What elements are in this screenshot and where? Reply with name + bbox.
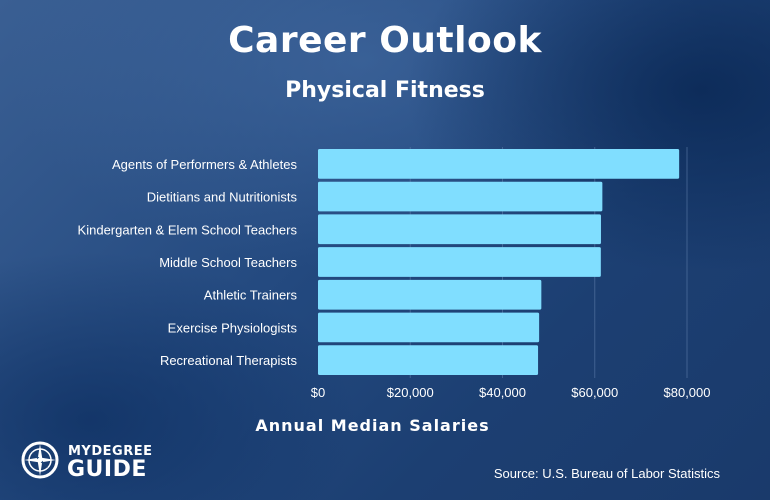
category-label: Athletic Trainers <box>204 288 298 303</box>
x-tick-label: $20,000 <box>387 385 434 400</box>
compass-icon <box>21 441 59 479</box>
category-label: Agents of Performers & Athletes <box>112 157 297 172</box>
x-tick-label: $40,000 <box>479 385 526 400</box>
category-label: Exercise Physiologists <box>168 320 298 335</box>
page-subtitle: Physical Fitness <box>285 78 485 103</box>
mydegreeguide-logo: MYDEGREE GUIDE <box>20 440 153 484</box>
bar <box>318 345 539 375</box>
category-label: Recreational Therapists <box>160 353 298 368</box>
x-axis-label: Annual Median Salaries <box>255 416 490 435</box>
x-tick-label: $60,000 <box>571 385 618 400</box>
bar <box>318 149 680 179</box>
category-label: Kindergarten & Elem School Teachers <box>78 222 298 237</box>
bar <box>318 214 601 245</box>
category-label: Middle School Teachers <box>159 255 297 270</box>
category-label: Dietitians and Nutritionists <box>147 190 298 205</box>
logo-text-top: MYDEGREE <box>68 444 153 459</box>
logo-text-bottom: GUIDE <box>67 457 147 482</box>
bar <box>318 181 603 212</box>
bar <box>318 312 540 343</box>
page-title: Career Outlook <box>228 20 542 61</box>
bar <box>318 279 542 310</box>
bar <box>318 247 601 277</box>
x-tick-label: $0 <box>311 385 325 400</box>
source-note: Source: U.S. Bureau of Labor Statistics <box>493 466 720 481</box>
x-tick-label: $80,000 <box>664 385 711 400</box>
